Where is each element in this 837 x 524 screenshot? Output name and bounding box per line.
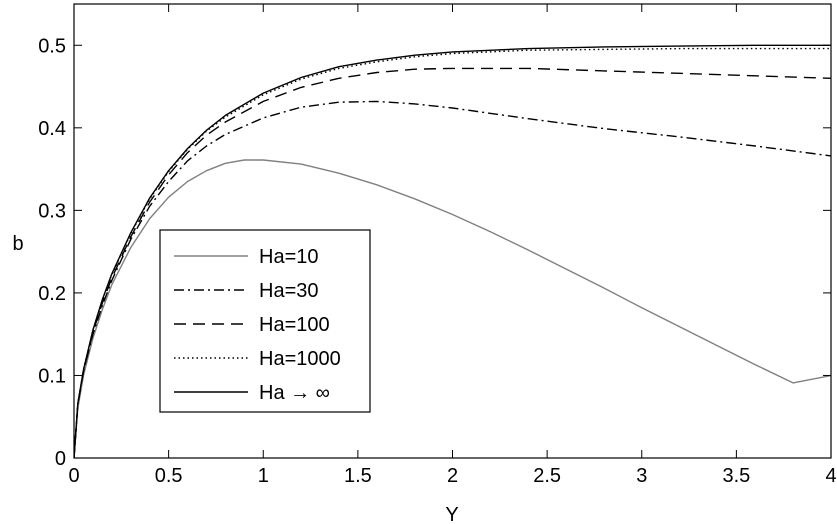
y-tick-label: 0.4 [38,118,66,140]
legend: Ha=10 Ha=30 Ha=100 Ha=1000 Ha → ∞ [159,229,371,413]
y-tick-label: 0 [55,448,66,470]
axis-ticks: 0 0.5 1 1.5 2 2.5 3 3.5 4 0 0.1 0.2 0.3 0.4 0.5 [38,4,837,487]
x-tick-label: 1.5 [344,465,372,487]
y-tick-label: 0.5 [38,35,66,57]
y-tick-label: 0.1 [38,365,66,387]
legend-label-2: Ha=100 [259,314,330,336]
series-line-2 [74,67,831,458]
x-tick-label: 1 [258,465,269,487]
x-tick-label: 3.5 [722,465,750,487]
x-axis-title: Y [445,504,458,524]
legend-label-3: Ha=1000 [259,348,341,370]
x-tick-label: 0.5 [155,465,183,487]
series-layer [74,44,831,458]
y-tick-label: 0.2 [38,283,66,305]
x-tick-label: 3 [636,465,647,487]
legend-label-4: Ha → ∞ [259,382,330,404]
series-line-1 [74,100,831,458]
legend-label-1: Ha=30 [259,280,319,302]
y-tick-label: 0.3 [38,200,66,222]
x-tick-label: 0 [68,465,79,487]
series-line-0 [74,159,831,458]
series-line-3 [74,47,831,458]
series-line-4 [74,44,831,458]
x-tick-label: 2.5 [533,465,561,487]
y-axis-title: b [12,233,23,255]
x-tick-label: 4 [825,465,836,487]
legend-label-0: Ha=10 [259,246,319,268]
x-tick-label: 2 [447,465,458,487]
legend-box [159,229,371,413]
